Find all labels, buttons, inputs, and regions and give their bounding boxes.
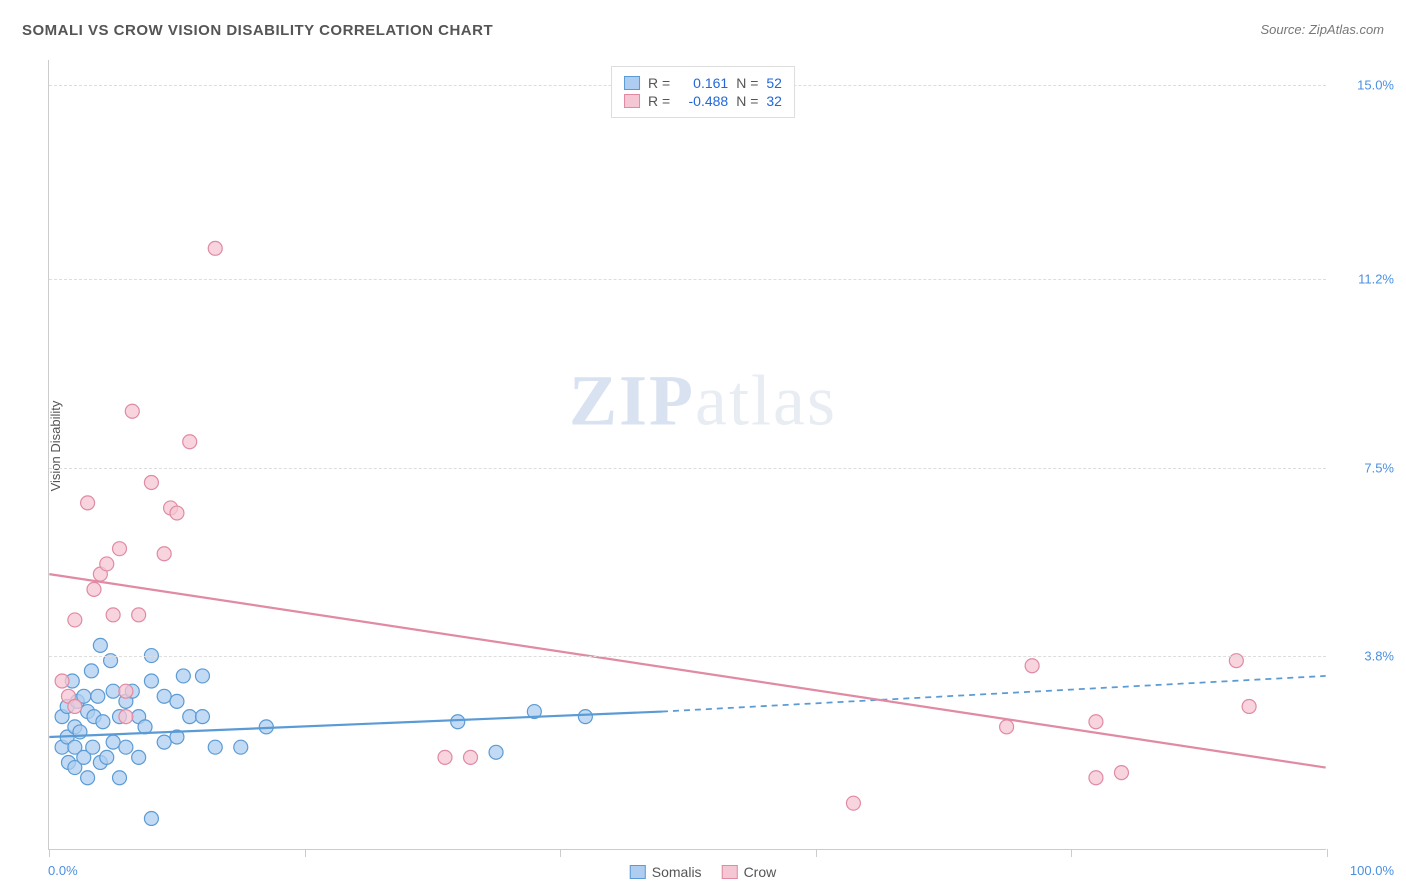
trend-line (49, 574, 1325, 767)
legend-row: R = 0.161 N = 52 (624, 75, 782, 91)
scatter-point (55, 674, 69, 688)
y-tick-label: 15.0% (1334, 78, 1394, 93)
scatter-point (119, 684, 133, 698)
legend-n-value: 32 (766, 93, 782, 109)
chart-plot-area: 3.8%7.5%11.2%15.0% (48, 60, 1326, 850)
x-tick (560, 849, 561, 857)
scatter-point (1025, 659, 1039, 673)
x-tick (1071, 849, 1072, 857)
scatter-point (93, 638, 107, 652)
legend-swatch (722, 865, 738, 879)
scatter-point (125, 404, 139, 418)
gridline (49, 279, 1326, 280)
legend-r-label: R = (648, 75, 670, 91)
x-axis-max-label: 100.0% (1350, 863, 1394, 878)
scatter-point (1089, 771, 1103, 785)
scatter-point (464, 750, 478, 764)
scatter-point (170, 694, 184, 708)
scatter-point (68, 613, 82, 627)
scatter-point (144, 811, 158, 825)
scatter-point (119, 740, 133, 754)
series-legend: Somalis Crow (630, 864, 776, 880)
scatter-point (106, 608, 120, 622)
scatter-point (81, 771, 95, 785)
legend-n-label: N = (736, 75, 758, 91)
scatter-point (195, 710, 209, 724)
legend-r-value: 0.161 (678, 75, 728, 91)
scatter-point (234, 740, 248, 754)
scatter-point (144, 674, 158, 688)
scatter-point (144, 476, 158, 490)
scatter-point (183, 710, 197, 724)
source-label: Source: ZipAtlas.com (1260, 22, 1384, 37)
scatter-point (208, 740, 222, 754)
scatter-point (113, 542, 127, 556)
scatter-point (113, 771, 127, 785)
x-tick (816, 849, 817, 857)
legend-r-label: R = (648, 93, 670, 109)
y-tick-label: 3.8% (1334, 649, 1394, 664)
scatter-point (208, 241, 222, 255)
scatter-point (106, 735, 120, 749)
legend-swatch (624, 94, 640, 108)
scatter-point (846, 796, 860, 810)
scatter-point (1242, 699, 1256, 713)
scatter-point (176, 669, 190, 683)
legend-r-value: -0.488 (678, 93, 728, 109)
scatter-point (86, 740, 100, 754)
scatter-point (451, 715, 465, 729)
scatter-point (157, 735, 171, 749)
scatter-point (1089, 715, 1103, 729)
x-axis-min-label: 0.0% (48, 863, 78, 878)
x-tick (49, 849, 50, 857)
scatter-point (578, 710, 592, 724)
y-tick-label: 7.5% (1334, 460, 1394, 475)
chart-title: SOMALI VS CROW VISION DISABILITY CORRELA… (22, 22, 493, 39)
scatter-point (170, 506, 184, 520)
scatter-point (132, 750, 146, 764)
scatter-point (1114, 766, 1128, 780)
scatter-point (132, 608, 146, 622)
legend-n-label: N = (736, 93, 758, 109)
legend-row: R = -0.488 N = 32 (624, 93, 782, 109)
gridline (49, 468, 1326, 469)
scatter-point (183, 435, 197, 449)
legend-label: Somalis (652, 864, 702, 880)
scatter-point (87, 582, 101, 596)
legend-n-value: 52 (766, 75, 782, 91)
legend-swatch (630, 865, 646, 879)
scatter-point (81, 496, 95, 510)
scatter-point (195, 669, 209, 683)
scatter-point (157, 547, 171, 561)
x-tick (305, 849, 306, 857)
scatter-point (157, 689, 171, 703)
gridline (49, 656, 1326, 657)
scatter-point (1000, 720, 1014, 734)
y-tick-label: 11.2% (1334, 272, 1394, 287)
scatter-point (119, 710, 133, 724)
scatter-point (100, 750, 114, 764)
scatter-point (84, 664, 98, 678)
legend-label: Crow (744, 864, 777, 880)
scatter-point (489, 745, 503, 759)
scatter-point (106, 684, 120, 698)
correlation-legend: R = 0.161 N = 52 R = -0.488 N = 32 (611, 66, 795, 118)
x-tick (1327, 849, 1328, 857)
legend-item: Somalis (630, 864, 702, 880)
legend-item: Crow (722, 864, 777, 880)
scatter-point (96, 715, 110, 729)
scatter-point (100, 557, 114, 571)
scatter-point (138, 720, 152, 734)
scatter-svg (49, 60, 1326, 849)
scatter-point (438, 750, 452, 764)
legend-swatch (624, 76, 640, 90)
scatter-point (68, 699, 82, 713)
scatter-point (91, 689, 105, 703)
